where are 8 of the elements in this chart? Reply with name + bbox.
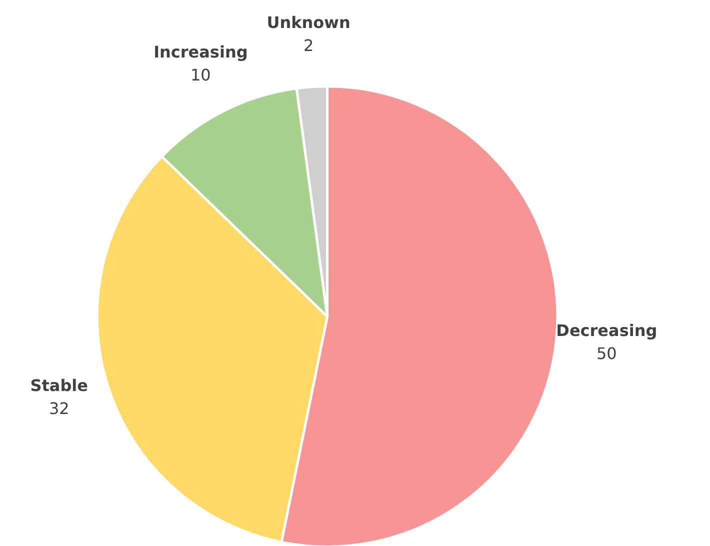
- slice-label: Stable: [30, 376, 88, 396]
- data-label: 10: [190, 65, 211, 84]
- data-label: 50: [596, 344, 617, 363]
- data-label: 32: [48, 398, 70, 418]
- data-label: 2: [303, 36, 314, 55]
- slice-label: Decreasing: [556, 320, 658, 340]
- slice-label: Unknown: [266, 12, 350, 32]
- slice-label: Increasing: [154, 42, 248, 62]
